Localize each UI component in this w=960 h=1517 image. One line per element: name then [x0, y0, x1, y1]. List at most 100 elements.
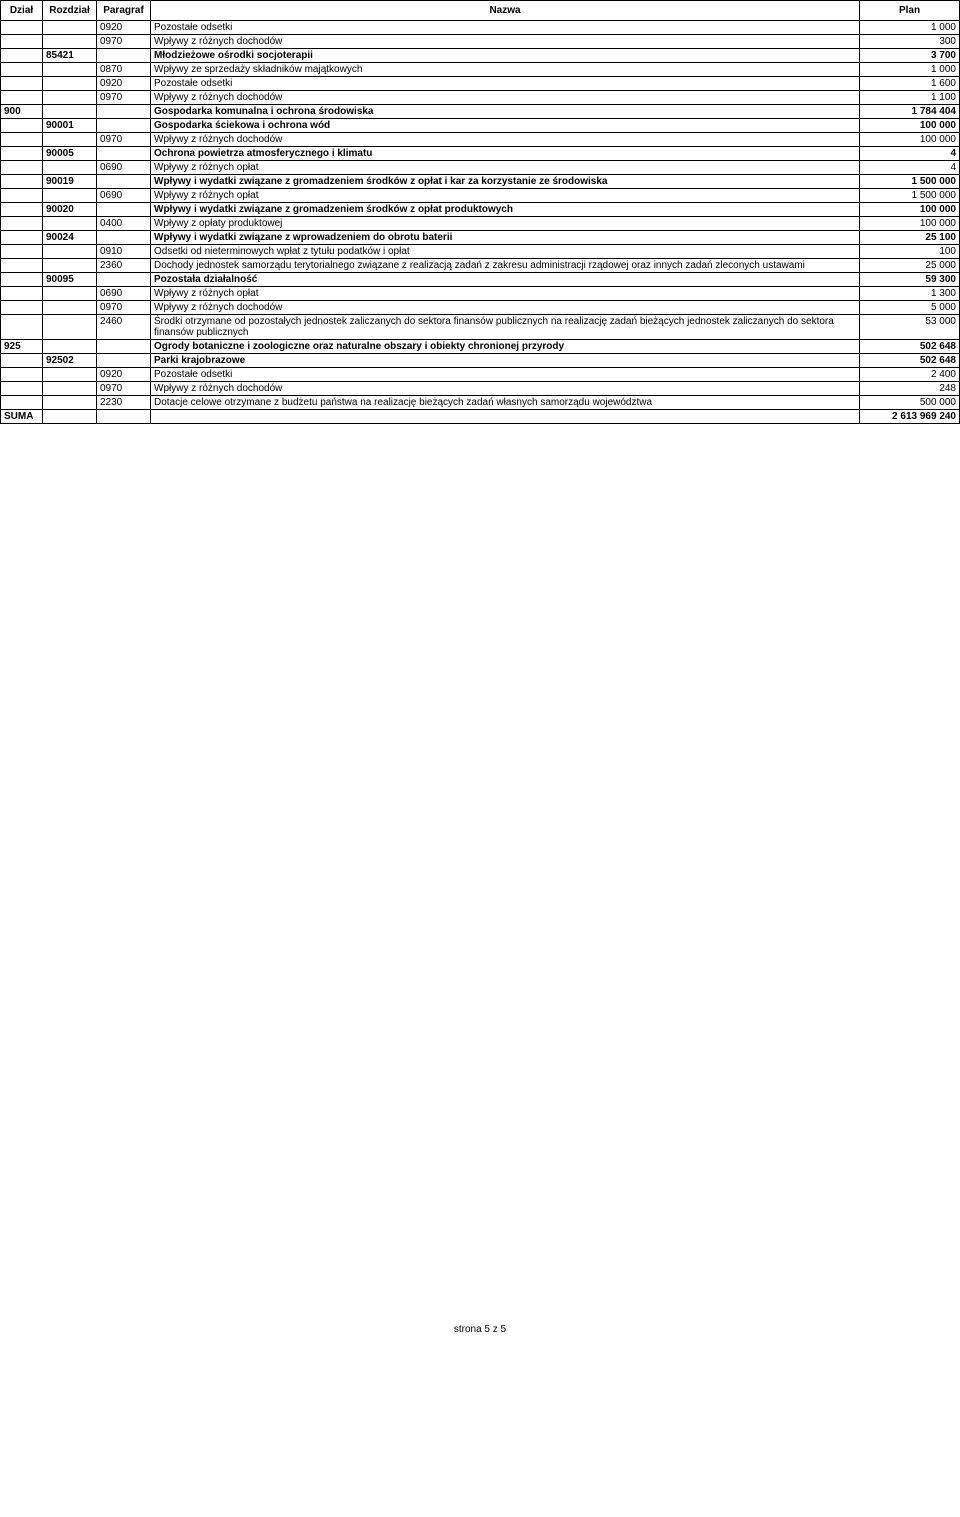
cell-dzial [1, 396, 43, 410]
cell-plan: 1 500 000 [860, 189, 960, 203]
cell-plan: 502 648 [860, 354, 960, 368]
cell-dzial: 900 [1, 105, 43, 119]
cell-paragraf: 0920 [97, 21, 151, 35]
cell-nazwa: Wpływy z różnych dochodów [151, 301, 860, 315]
cell-dzial [1, 382, 43, 396]
cell-paragraf: 0920 [97, 368, 151, 382]
cell-plan: 53 000 [860, 315, 960, 340]
cell-nazwa: Wpływy z różnych opłat [151, 189, 860, 203]
cell-nazwa: Pozostała działalność [151, 273, 860, 287]
cell-paragraf [97, 231, 151, 245]
cell-paragraf: 0970 [97, 382, 151, 396]
table-row: 85421Młodzieżowe ośrodki socjoterapii3 7… [1, 49, 960, 63]
cell-paragraf: 0690 [97, 189, 151, 203]
cell-plan: 100 000 [860, 119, 960, 133]
table-row: 0870Wpływy ze sprzedaży składników mająt… [1, 63, 960, 77]
cell-nazwa: Pozostałe odsetki [151, 77, 860, 91]
table-row: 0970Wpływy z różnych dochodów248 [1, 382, 960, 396]
cell-dzial [1, 368, 43, 382]
cell-rozdzial [43, 21, 97, 35]
cell-nazwa: Dotacje celowe otrzymane z budżetu państ… [151, 396, 860, 410]
sum-empty [97, 410, 151, 424]
cell-nazwa: Gospodarka ściekowa i ochrona wód [151, 119, 860, 133]
table-row: 0970Wpływy z różnych dochodów5 000 [1, 301, 960, 315]
header-rozdzial: Rozdział [43, 1, 97, 21]
table-row: 92502Parki krajobrazowe502 648 [1, 354, 960, 368]
table-header-row: Dział Rozdział Paragraf Nazwa Plan [1, 1, 960, 21]
cell-plan: 300 [860, 35, 960, 49]
sum-empty [151, 410, 860, 424]
cell-nazwa: Wpływy i wydatki związane z wprowadzenie… [151, 231, 860, 245]
cell-paragraf: 0920 [97, 77, 151, 91]
cell-paragraf [97, 203, 151, 217]
cell-dzial [1, 147, 43, 161]
cell-dzial [1, 119, 43, 133]
cell-dzial [1, 133, 43, 147]
cell-plan: 248 [860, 382, 960, 396]
cell-nazwa: Ogrody botaniczne i zoologiczne oraz nat… [151, 340, 860, 354]
cell-rozdzial [43, 63, 97, 77]
table-row: 2360Dochody jednostek samorządu terytori… [1, 259, 960, 273]
page-footer: strona 5 z 5 [0, 1324, 960, 1335]
table-row: 0920Pozostałe odsetki2 400 [1, 368, 960, 382]
cell-rozdzial [43, 259, 97, 273]
cell-paragraf: 0910 [97, 245, 151, 259]
cell-rozdzial [43, 133, 97, 147]
cell-rozdzial [43, 396, 97, 410]
table-row: 925Ogrody botaniczne i zoologiczne oraz … [1, 340, 960, 354]
cell-paragraf [97, 273, 151, 287]
cell-plan: 100 [860, 245, 960, 259]
cell-dzial [1, 189, 43, 203]
cell-plan: 1 000 [860, 21, 960, 35]
cell-nazwa: Młodzieżowe ośrodki socjoterapii [151, 49, 860, 63]
sum-label: SUMA [1, 410, 43, 424]
cell-rozdzial: 90024 [43, 231, 97, 245]
cell-paragraf: 0970 [97, 301, 151, 315]
cell-plan: 1 600 [860, 77, 960, 91]
cell-rozdzial [43, 217, 97, 231]
cell-dzial [1, 63, 43, 77]
cell-rozdzial [43, 245, 97, 259]
cell-plan: 5 000 [860, 301, 960, 315]
header-plan: Plan [860, 1, 960, 21]
cell-dzial [1, 315, 43, 340]
table-row: 0910Odsetki od nieterminowych wpłat z ty… [1, 245, 960, 259]
table-row: 90019Wpływy i wydatki związane z gromadz… [1, 175, 960, 189]
cell-dzial [1, 21, 43, 35]
cell-nazwa: Wpływy z różnych dochodów [151, 91, 860, 105]
cell-dzial [1, 49, 43, 63]
cell-rozdzial [43, 340, 97, 354]
cell-rozdzial [43, 77, 97, 91]
table-row: 0920Pozostałe odsetki1 600 [1, 77, 960, 91]
sum-value: 2 613 969 240 [860, 410, 960, 424]
table-row: 900Gospodarka komunalna i ochrona środow… [1, 105, 960, 119]
cell-rozdzial: 90020 [43, 203, 97, 217]
cell-paragraf: 0870 [97, 63, 151, 77]
cell-paragraf: 0970 [97, 91, 151, 105]
header-dzial: Dział [1, 1, 43, 21]
cell-paragraf [97, 147, 151, 161]
cell-paragraf [97, 119, 151, 133]
cell-plan: 59 300 [860, 273, 960, 287]
cell-paragraf [97, 340, 151, 354]
cell-nazwa: Pozostałe odsetki [151, 21, 860, 35]
cell-nazwa: Wpływy z różnych dochodów [151, 35, 860, 49]
cell-rozdzial [43, 189, 97, 203]
table-row: 0690Wpływy z różnych opłat4 [1, 161, 960, 175]
table-row: 90001Gospodarka ściekowa i ochrona wód10… [1, 119, 960, 133]
table-row: 2460Środki otrzymane od pozostałych jedn… [1, 315, 960, 340]
cell-rozdzial [43, 105, 97, 119]
cell-plan: 100 000 [860, 217, 960, 231]
cell-rozdzial: 92502 [43, 354, 97, 368]
cell-plan: 1 500 000 [860, 175, 960, 189]
cell-nazwa: Dochody jednostek samorządu terytorialne… [151, 259, 860, 273]
cell-paragraf: 0690 [97, 161, 151, 175]
budget-table: Dział Rozdział Paragraf Nazwa Plan 0920P… [0, 0, 960, 424]
cell-plan: 4 [860, 147, 960, 161]
cell-plan: 502 648 [860, 340, 960, 354]
cell-dzial [1, 259, 43, 273]
cell-dzial [1, 273, 43, 287]
table-row: 90005Ochrona powietrza atmosferycznego i… [1, 147, 960, 161]
table-row: 0970Wpływy z różnych dochodów300 [1, 35, 960, 49]
cell-paragraf: 0400 [97, 217, 151, 231]
